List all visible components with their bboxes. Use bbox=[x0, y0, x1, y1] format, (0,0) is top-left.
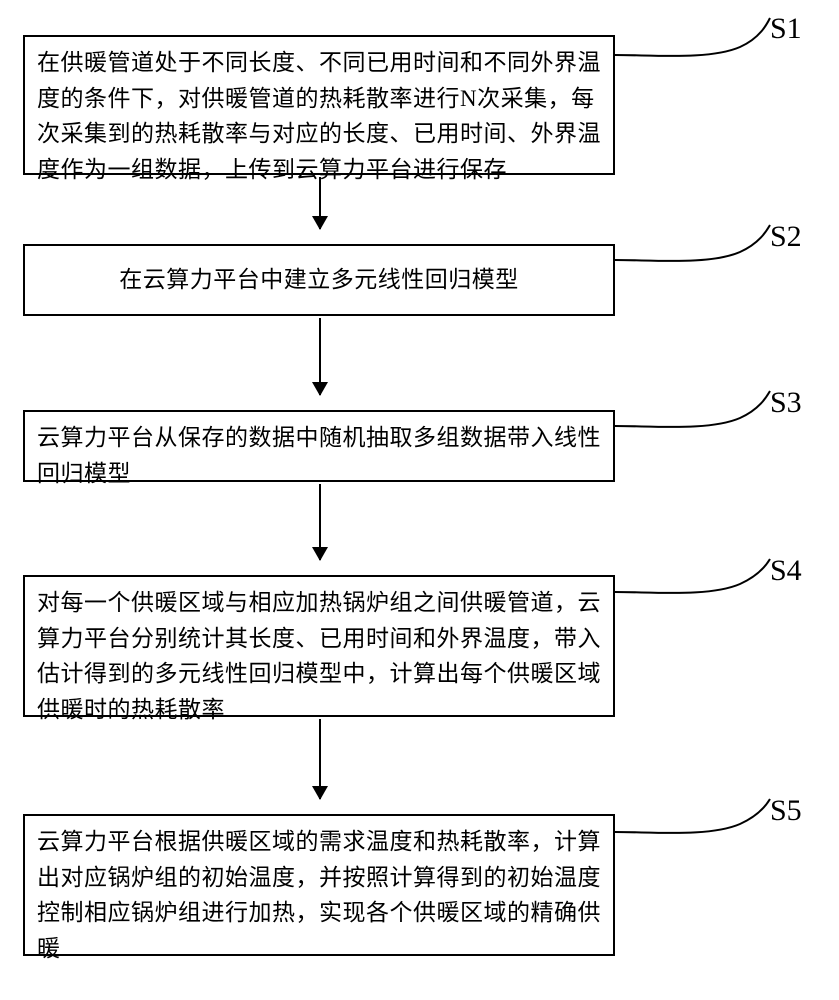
step-s3-text: 云算力平台从保存的数据中随机抽取多组数据带入线性回归模型 bbox=[37, 425, 601, 486]
step-s3-label: S3 bbox=[770, 386, 802, 420]
step-s1-box: 在供暖管道处于不同长度、不同已用时间和不同外界温度的条件下，对供暖管道的热耗散率… bbox=[23, 35, 615, 175]
arrow-s4-s5 bbox=[319, 719, 321, 799]
step-s2-text: 在云算力平台中建立多元线性回归模型 bbox=[119, 262, 519, 298]
step-s1-text: 在供暖管道处于不同长度、不同已用时间和不同外界温度的条件下，对供暖管道的热耗散率… bbox=[37, 50, 601, 182]
flowchart-canvas: 在供暖管道处于不同长度、不同已用时间和不同外界温度的条件下，对供暖管道的热耗散率… bbox=[0, 0, 839, 1000]
step-s5-text: 云算力平台根据供暖区域的需求温度和热耗散率，计算出对应锅炉组的初始温度，并按照计… bbox=[37, 829, 601, 961]
step-s2-box: 在云算力平台中建立多元线性回归模型 bbox=[23, 244, 615, 316]
step-s3-box: 云算力平台从保存的数据中随机抽取多组数据带入线性回归模型 bbox=[23, 410, 615, 482]
step-s5-box: 云算力平台根据供暖区域的需求温度和热耗散率，计算出对应锅炉组的初始温度，并按照计… bbox=[23, 814, 615, 956]
step-s1-label: S1 bbox=[770, 12, 802, 46]
connector-s2 bbox=[615, 220, 775, 275]
arrow-s3-s4 bbox=[319, 484, 321, 560]
connector-s5 bbox=[615, 794, 775, 849]
step-s2-label: S2 bbox=[770, 220, 802, 254]
connector-s3 bbox=[615, 386, 775, 441]
step-s4-box: 对每一个供暖区域与相应加热锅炉组之间供暖管道，云算力平台分别统计其长度、已用时间… bbox=[23, 575, 615, 717]
step-s4-label: S4 bbox=[770, 554, 802, 588]
step-s4-text: 对每一个供暖区域与相应加热锅炉组之间供暖管道，云算力平台分别统计其长度、已用时间… bbox=[37, 590, 601, 722]
step-s5-label: S5 bbox=[770, 794, 802, 828]
connector-s4 bbox=[615, 554, 775, 609]
arrow-s2-s3 bbox=[319, 318, 321, 395]
connector-s1 bbox=[615, 12, 775, 72]
arrow-s1-s2 bbox=[319, 177, 321, 229]
